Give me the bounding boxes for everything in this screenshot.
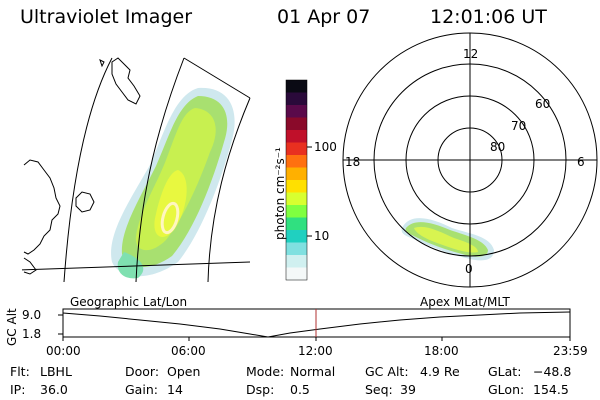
colorbar-band <box>286 167 307 181</box>
timeline-left-title: Geographic Lat/Lon <box>70 295 188 309</box>
timeline-ytick-9: 9.0 <box>22 308 42 322</box>
timeline-xtick-2359: 23:59 <box>553 344 588 358</box>
info-gain-label: Gain: <box>125 382 158 397</box>
colorbar-band <box>286 192 307 206</box>
timeline-xticks <box>62 337 571 341</box>
colorbar-band <box>286 92 307 106</box>
polar-hour-12: 12 <box>463 47 479 61</box>
polar-lat-70: 70 <box>511 119 527 133</box>
time-label: 12:01:06 UT <box>430 6 547 28</box>
colorbar-frame <box>285 79 308 281</box>
date-label: 01 Apr 07 <box>277 6 371 28</box>
timeline-right-title: Apex MLat/MLT <box>420 295 510 309</box>
colorbar-band <box>286 255 307 268</box>
colorbar-tick-label-100: 100 <box>314 140 337 154</box>
aurora-image-geo <box>111 87 235 279</box>
info-gcalt-label: GC Alt: <box>365 364 409 379</box>
colorbar-band <box>286 267 307 281</box>
colorbar <box>286 80 307 281</box>
info-ip-label: IP: <box>10 382 26 397</box>
info-glon-label: GLon: <box>488 382 525 397</box>
polar-lat-80: 80 <box>490 140 506 154</box>
info-gcalt-value: 4.9 Re <box>420 364 460 379</box>
colorbar-band <box>286 230 307 243</box>
polar-plot <box>342 32 598 288</box>
info-mode-label: Mode: <box>246 364 285 379</box>
timeline-xtick-0600: 06:00 <box>171 344 206 358</box>
colorbar-band <box>286 205 307 218</box>
polar-hour-6: 6 <box>577 155 585 169</box>
polar-hour-0: 0 <box>465 262 473 276</box>
colorbar-band <box>286 217 307 231</box>
colorbar-band <box>286 180 307 193</box>
colorbar-band <box>286 242 307 256</box>
info-door-label: Door: <box>125 364 160 379</box>
aurora-image-polar <box>401 218 494 261</box>
colorbar-band <box>286 142 307 156</box>
colorbar-band <box>286 80 307 93</box>
colorbar-tick-label-10: 10 <box>314 229 330 243</box>
info-seq-label: Seq: <box>365 382 393 397</box>
info-door-value: Open <box>167 364 201 379</box>
info-dsp-value: 0.5 <box>290 382 310 397</box>
timeline-axis-label: GC Alt <box>5 308 19 346</box>
info-mode-value: Normal <box>290 364 336 379</box>
colorbar-band <box>286 105 307 118</box>
colorbar-unit-label: photon cm⁻²s⁻¹ <box>273 147 287 240</box>
polar-hour-18: 18 <box>345 155 361 169</box>
info-glat-label: GLat: <box>488 364 522 379</box>
timeline-xtick-1800: 18:00 <box>424 344 459 358</box>
colorbar-band <box>286 117 307 131</box>
polar-lat-60: 60 <box>535 97 551 111</box>
instrument-title: Ultraviolet Imager <box>20 6 193 28</box>
info-dsp-label: Dsp: <box>246 382 275 397</box>
timeline-plot <box>58 308 571 341</box>
info-seq-value: 39 <box>400 382 416 397</box>
coastlines <box>23 57 141 275</box>
info-gain-value: 14 <box>167 382 183 397</box>
timeline-ytick-1.8: 1.8 <box>22 327 42 341</box>
info-flt-label: Flt: <box>10 364 30 379</box>
info-glat-value: −48.8 <box>533 364 572 379</box>
info-ip-value: 36.0 <box>40 382 68 397</box>
colorbar-band <box>286 155 307 168</box>
colorbar-band <box>286 130 307 143</box>
timeline-xtick-1200: 12:00 <box>298 344 333 358</box>
geographic-map <box>22 57 251 282</box>
timeline-xtick-0000: 00:00 <box>46 344 81 358</box>
lat-lon-grid <box>22 57 251 282</box>
info-glon-value: 154.5 <box>533 382 569 397</box>
altitude-curve <box>62 311 571 338</box>
info-flt-value: LBHL <box>40 364 72 379</box>
